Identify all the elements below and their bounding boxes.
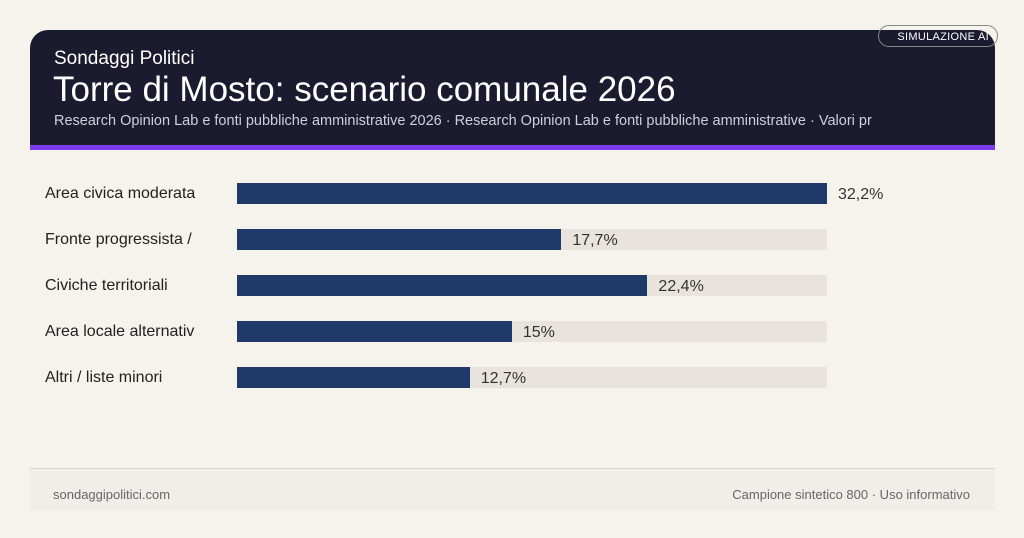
value-label: 22,4% [658,278,704,295]
value-label: 12,7% [480,370,527,387]
simulation-badge: SIMULAZIONE AI [878,25,998,47]
bar-row: Area locale alternativ 15% [0,321,1024,343]
bar-track [237,275,827,296]
kicker: Sondaggi Politici [54,48,195,69]
bar-track [237,229,827,250]
category-label: Area civica moderata [45,185,196,202]
bar-track [237,183,827,204]
footer-note: Campione sintetico 800 · Uso informativo [732,487,970,502]
page-title: Torre di Mosto: scenario comunale 2026 [53,70,676,109]
bar-track [237,367,827,388]
bar [237,367,470,388]
category-label: Civiche territoriali [45,277,168,294]
category-label: Area locale alternativ [45,323,195,340]
bar-row: Altri / liste minori 12,7% [0,367,1024,389]
bar [237,183,827,204]
bar-row: Fronte progressista / 17,7% [0,229,1024,251]
accent-bar [30,145,995,150]
value-label: 17,7% [572,232,618,249]
category-label: Altri / liste minori [45,369,163,386]
bar [237,275,648,296]
footer: sondaggipolitici.com Campione sintetico … [30,468,995,510]
bar-row: Civiche territoriali 22,4% [0,275,1024,297]
subtitle: Research Opinion Lab e fonti pubbliche a… [54,113,872,129]
bar [237,321,512,342]
bar-row: Area civica moderata 32,2% [0,183,1024,205]
category-label: Fronte progressista / [45,231,192,248]
footer-site: sondaggipolitici.com [53,487,171,502]
bar-track [237,321,827,342]
value-label: 32,2% [838,186,884,203]
bar [237,229,562,250]
value-label: 15% [522,324,555,341]
header: Sondaggi Politici Torre di Mosto: scenar… [30,30,995,145]
